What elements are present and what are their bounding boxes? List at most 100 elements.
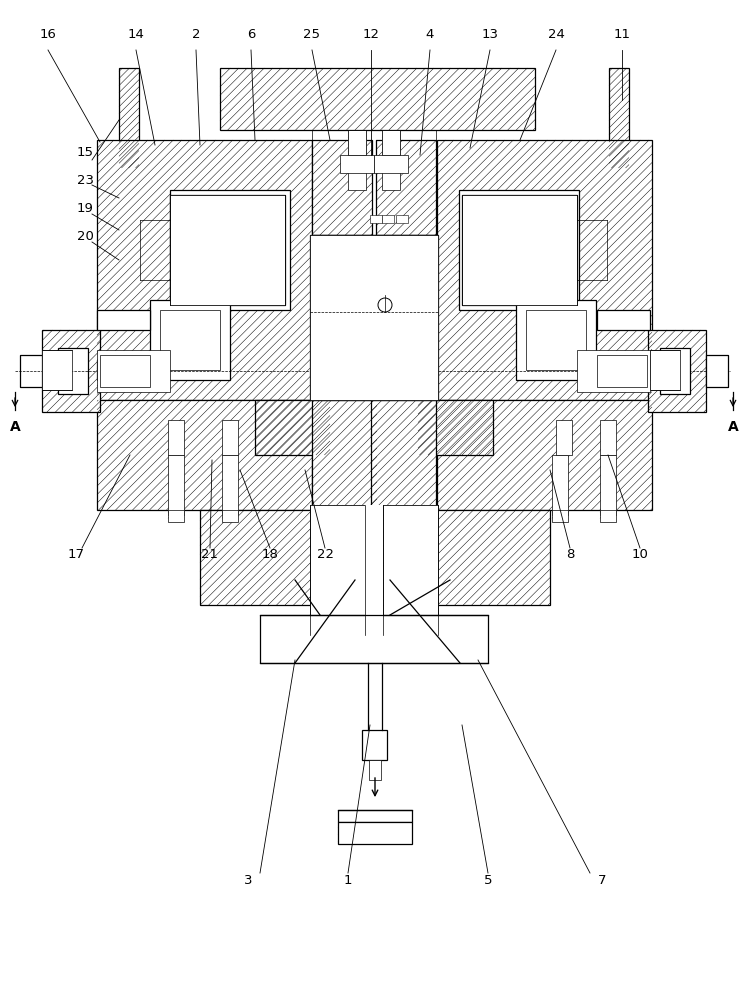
Bar [220,68,535,130]
Bar [383,505,438,635]
Bar [418,400,493,455]
Bar [356,310,382,315]
Bar [97,310,150,330]
Text: 19: 19 [77,202,93,215]
Text: A: A [10,420,20,434]
Bar [526,310,586,370]
Bar [168,455,184,515]
Bar [376,140,436,235]
Bar [437,400,652,510]
Bar [168,510,184,522]
Bar [356,334,382,339]
Bar [260,615,488,663]
Text: 21: 21 [201,548,218,562]
Bar [600,455,616,515]
Bar [310,505,365,635]
Bar [170,195,285,305]
Text: 13: 13 [481,28,498,41]
Text: 23: 23 [77,174,94,186]
Bar [222,510,238,522]
Bar [168,420,184,455]
Text: A: A [728,420,738,434]
Bar [356,358,382,363]
Bar [312,235,436,290]
Text: 2: 2 [191,28,200,41]
Text: 20: 20 [77,230,93,242]
Bar [600,510,616,522]
Bar [437,140,652,400]
Bar [552,510,568,522]
Text: 15: 15 [77,145,94,158]
Text: 5: 5 [484,874,492,886]
Bar [200,510,550,605]
Bar [58,348,88,394]
Text: 4: 4 [426,28,434,41]
Text: 12: 12 [363,28,379,41]
Bar [312,400,377,510]
Bar [459,190,579,310]
Bar [552,455,568,515]
Bar [20,355,42,387]
Bar [255,400,330,455]
Bar [338,810,412,822]
Bar [362,730,387,760]
Bar [556,420,572,455]
Bar [340,155,374,173]
Bar [706,355,728,387]
Bar [348,130,366,190]
Bar [356,342,382,347]
Bar [356,326,382,331]
Bar [356,318,382,323]
Bar [356,350,382,355]
Bar [170,190,290,310]
Text: 10: 10 [632,548,648,562]
Bar [338,822,412,844]
Bar [609,68,629,168]
Bar [387,253,399,285]
Bar [462,195,577,305]
Bar [356,366,382,371]
Bar [100,355,150,387]
Bar [119,68,139,168]
Bar [348,130,366,155]
Bar [97,400,312,510]
Bar [97,360,150,380]
Bar [310,505,365,635]
Bar [648,330,706,412]
Bar [369,760,381,780]
Bar [660,348,690,394]
Bar [374,155,408,173]
Text: 8: 8 [565,548,574,562]
Bar [371,400,436,510]
Text: 22: 22 [317,548,334,562]
Text: 7: 7 [597,874,606,886]
Bar [170,195,285,305]
Text: 18: 18 [261,548,279,562]
Text: 24: 24 [548,28,565,41]
Bar [150,300,230,380]
Bar [597,310,650,330]
Bar [383,505,438,635]
Text: 14: 14 [127,28,145,41]
Bar [365,505,383,635]
Bar [310,235,438,400]
Bar [600,420,616,455]
Bar [382,130,400,155]
Text: 25: 25 [303,28,320,41]
Bar [577,350,650,392]
Bar [597,360,650,380]
Text: 3: 3 [244,874,253,886]
Bar [222,455,238,515]
Bar [462,195,577,305]
Bar [597,355,647,387]
Bar [97,350,170,392]
Bar [382,215,394,223]
Text: 11: 11 [613,28,630,41]
Bar [42,330,100,412]
Bar [350,253,362,285]
Bar [650,350,680,390]
Bar [370,215,382,223]
Bar [382,130,400,190]
Bar [160,310,220,370]
Bar [312,140,372,235]
